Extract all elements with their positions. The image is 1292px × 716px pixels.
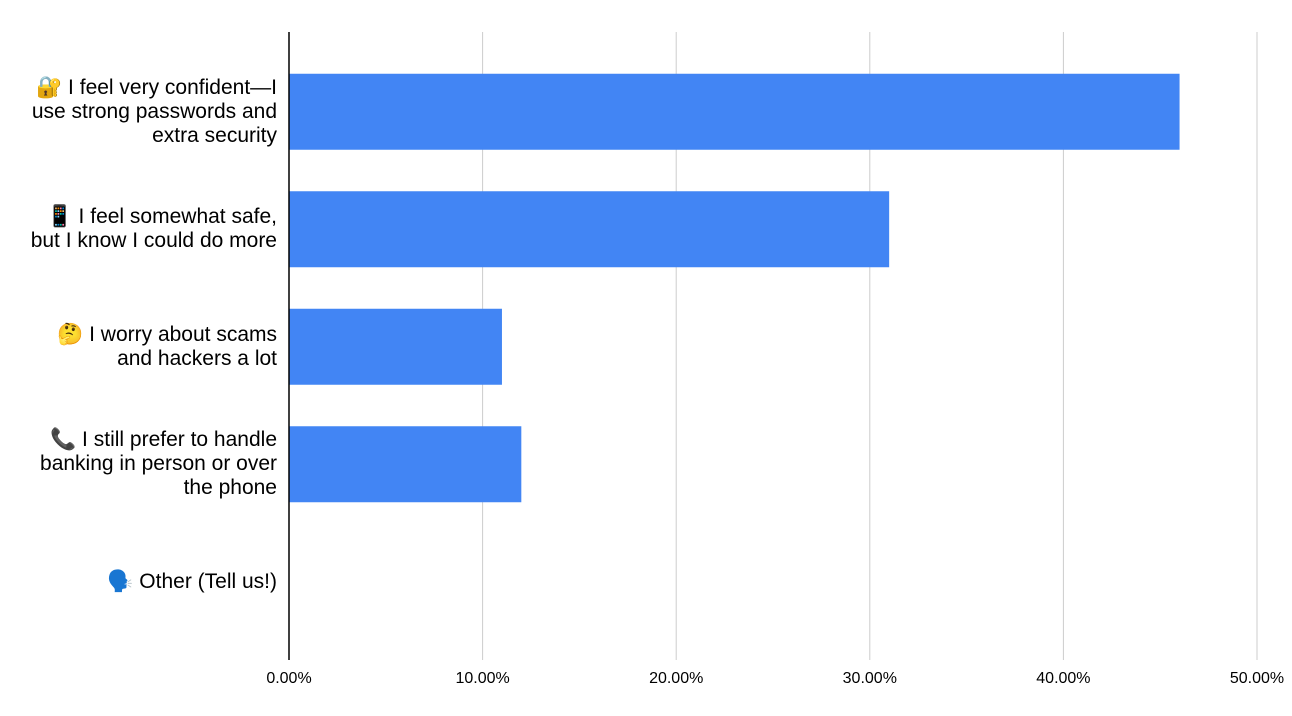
- bar: [289, 426, 522, 503]
- x-tick-label: 10.00%: [455, 670, 509, 687]
- x-tick-label: 40.00%: [1036, 670, 1090, 687]
- y-tick-label: 🤔 I worry about scams and hackers a lot: [57, 322, 277, 370]
- y-tick-label: 📱 I feel somewhat safe, but I know I cou…: [30, 205, 277, 253]
- bar: [289, 73, 1180, 150]
- x-tick-label: 50.00%: [1230, 670, 1284, 687]
- y-tick-label: 🔐 I feel very confident—I use strong pas…: [31, 75, 277, 147]
- bar: [289, 191, 890, 268]
- x-tick-label: 0.00%: [266, 670, 311, 687]
- bar: [289, 308, 502, 385]
- y-tick-label: 🗣️ Other (Tell us!): [107, 569, 277, 593]
- x-tick-label: 30.00%: [843, 670, 897, 687]
- x-tick-label: 20.00%: [649, 670, 703, 687]
- y-tick-label: 📞 I still prefer to handle banking in pe…: [40, 428, 277, 500]
